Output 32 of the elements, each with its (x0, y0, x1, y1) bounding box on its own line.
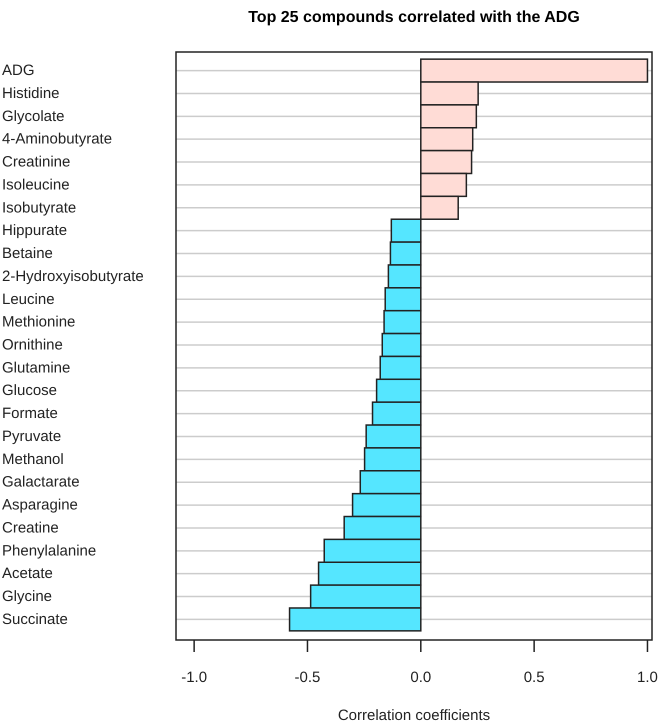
y-tick-label: Acetate (2, 565, 53, 582)
y-tick-label: Pyruvate (2, 428, 62, 445)
x-tick-label: 0.5 (524, 669, 545, 686)
x-tick-label: 0.0 (410, 669, 432, 686)
x-tick-label: -0.5 (294, 669, 320, 686)
y-tick-label: Glycine (2, 588, 52, 606)
y-tick-label: Histidine (2, 84, 60, 102)
y-tick-label: Glycolate (2, 108, 65, 125)
y-tick-label: Glutamine (2, 359, 70, 376)
y-tick-label: Creatine (2, 519, 59, 536)
y-tick-label: Succinate (2, 610, 68, 628)
y-tick-label: Glucose (2, 382, 58, 400)
y-tick-label: Ornithine (2, 336, 63, 354)
y-tick-label: Hippurate (2, 222, 68, 240)
y-tick-label: Galactarate (2, 474, 80, 491)
y-tick-label: Asparagine (2, 496, 78, 514)
y-tick-label: Isoleucine (2, 176, 70, 194)
chart-title: Top 25 compounds correlated with the ADG (248, 9, 580, 26)
y-tick-label: Methionine (2, 314, 76, 331)
y-tick-label: Betaine (2, 245, 53, 262)
y-tick-label: Isobutyrate (2, 199, 76, 216)
x-tick-label: -1.0 (181, 669, 208, 686)
x-tick-label: 1.0 (637, 669, 658, 686)
y-tick-label: Formate (2, 405, 58, 422)
y-tick-label: Phenylalanine (2, 542, 96, 560)
y-tick-label: 4-Aminobutyrate (2, 130, 112, 148)
y-tick-label: ADG (2, 62, 35, 80)
y-tick-label: Leucine (2, 290, 55, 308)
x-axis-title: Correlation coefficients (338, 707, 490, 724)
y-tick-label: Methanol (2, 450, 64, 468)
y-tick-label: Creatinine (2, 154, 70, 171)
y-tick-label: 2-Hydroxyisobutyrate (2, 268, 144, 285)
